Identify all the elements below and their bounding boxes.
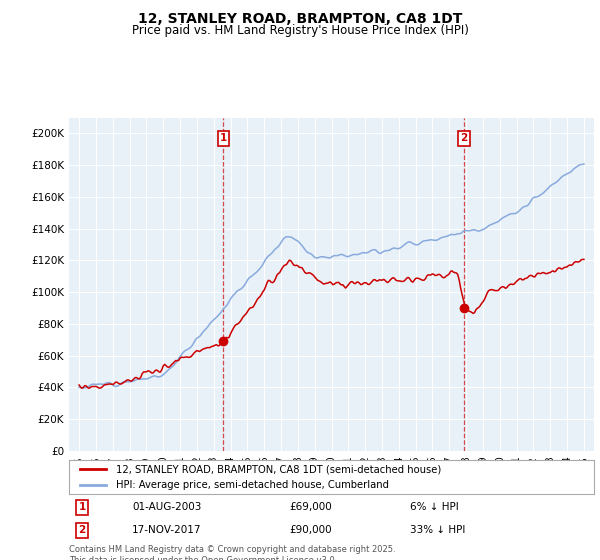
Text: £69,000: £69,000 [290,502,332,512]
Text: 1: 1 [79,502,86,512]
Text: 6% ↓ HPI: 6% ↓ HPI [410,502,459,512]
Text: 33% ↓ HPI: 33% ↓ HPI [410,525,466,535]
Text: 01-AUG-2003: 01-AUG-2003 [132,502,202,512]
Text: Price paid vs. HM Land Registry's House Price Index (HPI): Price paid vs. HM Land Registry's House … [131,24,469,36]
Text: 17-NOV-2017: 17-NOV-2017 [132,525,202,535]
Text: 2: 2 [79,525,86,535]
Text: 1: 1 [220,133,227,143]
Text: Contains HM Land Registry data © Crown copyright and database right 2025.
This d: Contains HM Land Registry data © Crown c… [69,545,395,560]
Text: 12, STANLEY ROAD, BRAMPTON, CA8 1DT (semi-detached house): 12, STANLEY ROAD, BRAMPTON, CA8 1DT (sem… [116,464,442,474]
Text: £90,000: £90,000 [290,525,332,535]
Text: 2: 2 [460,133,468,143]
Text: 12, STANLEY ROAD, BRAMPTON, CA8 1DT: 12, STANLEY ROAD, BRAMPTON, CA8 1DT [138,12,462,26]
Text: HPI: Average price, semi-detached house, Cumberland: HPI: Average price, semi-detached house,… [116,480,389,490]
